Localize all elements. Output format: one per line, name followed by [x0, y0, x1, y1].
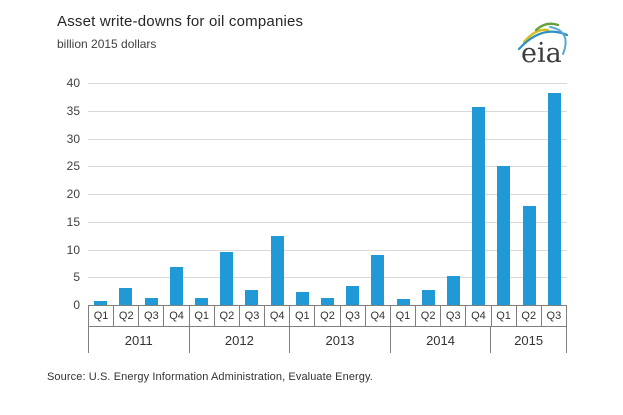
y-tick-label: 30: [66, 131, 80, 146]
logo-text: eia: [521, 38, 562, 69]
y-tick-label: 20: [66, 187, 80, 201]
bar-cell: [264, 83, 289, 305]
quarter-tick-label: Q3: [139, 306, 165, 326]
bar-cell: [416, 83, 441, 305]
gridline: [88, 249, 567, 251]
year-label-2015: 2015: [490, 327, 567, 353]
bar-series: [88, 83, 567, 305]
bar-cell: [390, 83, 415, 305]
bar-cell: [516, 83, 541, 305]
bar-Q1-16: [497, 165, 511, 305]
bar-cell: [164, 83, 189, 305]
bar-cell: [214, 83, 239, 305]
quarter-tick-label: Q1: [89, 306, 115, 326]
quarter-tick-label: Q2: [315, 306, 341, 326]
quarter-tick-label: Q2: [416, 306, 442, 326]
bar-cell: [113, 83, 138, 305]
quarter-tick-label: Q3: [240, 306, 266, 326]
logo-yellow-swoosh-icon: [522, 28, 550, 44]
source-note: Source: U.S. Energy Information Administ…: [47, 371, 373, 383]
bar-Q3-18: [547, 93, 561, 305]
y-tick-label: 40: [66, 76, 80, 90]
y-tick-label: 25: [66, 159, 80, 174]
quarter-tick-label: Q1: [190, 306, 215, 326]
bar-Q3-14: [446, 276, 460, 305]
gridline: [88, 277, 567, 279]
y-tick-label: 10: [66, 242, 80, 257]
bar-Q4-3: [169, 267, 183, 305]
year-label-2014: 2014: [389, 327, 491, 353]
bar-cell: [290, 83, 315, 305]
bar-Q3-6: [245, 290, 259, 305]
bar-Q4-15: [472, 107, 486, 305]
quarter-tick-label: Q4: [265, 306, 291, 326]
bar-cell: [365, 83, 390, 305]
bar-cell: [315, 83, 340, 305]
bar-cell: [441, 83, 466, 305]
bar-cell: [466, 83, 491, 305]
chart-units-label: billion 2015 dollars: [57, 37, 157, 51]
bar-cell: [189, 83, 214, 305]
quarter-tick-label: Q3: [341, 306, 366, 326]
gridline: [88, 194, 567, 195]
gridline: [88, 83, 567, 84]
year-label-2013: 2013: [289, 327, 390, 353]
logo-green-swoosh-icon: [534, 22, 560, 32]
bar-Q2-9: [320, 298, 334, 305]
plot-area: [88, 83, 567, 305]
quarter-tick-label: Q3: [546, 310, 562, 322]
quarter-axis: Q1 Q2 Q3 Q4 Q1 Q2 Q3 Q4 Q1 Q2 Q3 Q4 Q1 Q2 Q3 Q4 Q1 Q2 Q3: [88, 305, 567, 327]
logo-blue-tail-icon: [549, 26, 567, 55]
page-title: Asset write-downs for oil companies: [57, 13, 304, 30]
gridline: [88, 138, 567, 140]
bar-cell: [542, 83, 567, 305]
eia-logo: eia: [517, 22, 569, 69]
gridline: [88, 110, 567, 112]
bar-cell: [491, 83, 516, 305]
bar-Q2-17: [522, 205, 536, 305]
bar-Q1-12: [396, 298, 410, 305]
bar-cell: [340, 83, 365, 305]
gridline: [88, 221, 567, 223]
bar-Q1-0: [94, 300, 108, 305]
bar-Q1-4: [194, 297, 208, 305]
quarter-tick-label: Q2: [114, 306, 140, 326]
bar-Q3-10: [346, 286, 360, 305]
bar-cell: [138, 83, 163, 305]
quarter-tick-label: Q1: [290, 306, 316, 326]
bar-Q3-2: [144, 298, 158, 305]
bar-Q2-1: [119, 288, 133, 305]
y-tick-label: 5: [73, 270, 80, 285]
y-tick-label: 35: [66, 103, 80, 118]
quarter-tick-label: Q1: [492, 306, 517, 326]
year-label-2012: 2012: [188, 327, 290, 353]
year-axis: 2011 2012 2013 2014 2015: [88, 327, 567, 353]
y-tick-label: 15: [66, 214, 80, 229]
bar-Q2-13: [421, 289, 435, 305]
y-tick-label: 0: [73, 298, 80, 312]
bar-Q1-8: [295, 291, 309, 305]
quarter-tick-label: Q2: [517, 306, 542, 326]
gridline: [88, 166, 567, 168]
quarter-tick-label: Q4: [366, 306, 391, 326]
bar-cell: [88, 83, 113, 305]
bar-Q4-7: [270, 235, 284, 305]
quarter-tick-label: Q2: [215, 306, 240, 326]
bar-Q2-5: [220, 252, 234, 305]
bar-cell: [239, 83, 264, 305]
quarter-tick-label: Q3: [441, 306, 467, 326]
bar-Q4-11: [371, 255, 385, 305]
quarter-tick-label: Q1: [391, 306, 417, 326]
quarter-tick-label: Q4: [164, 306, 190, 326]
quarter-tick-label: Q4: [466, 306, 492, 326]
year-label-2011: 2011: [88, 327, 189, 353]
